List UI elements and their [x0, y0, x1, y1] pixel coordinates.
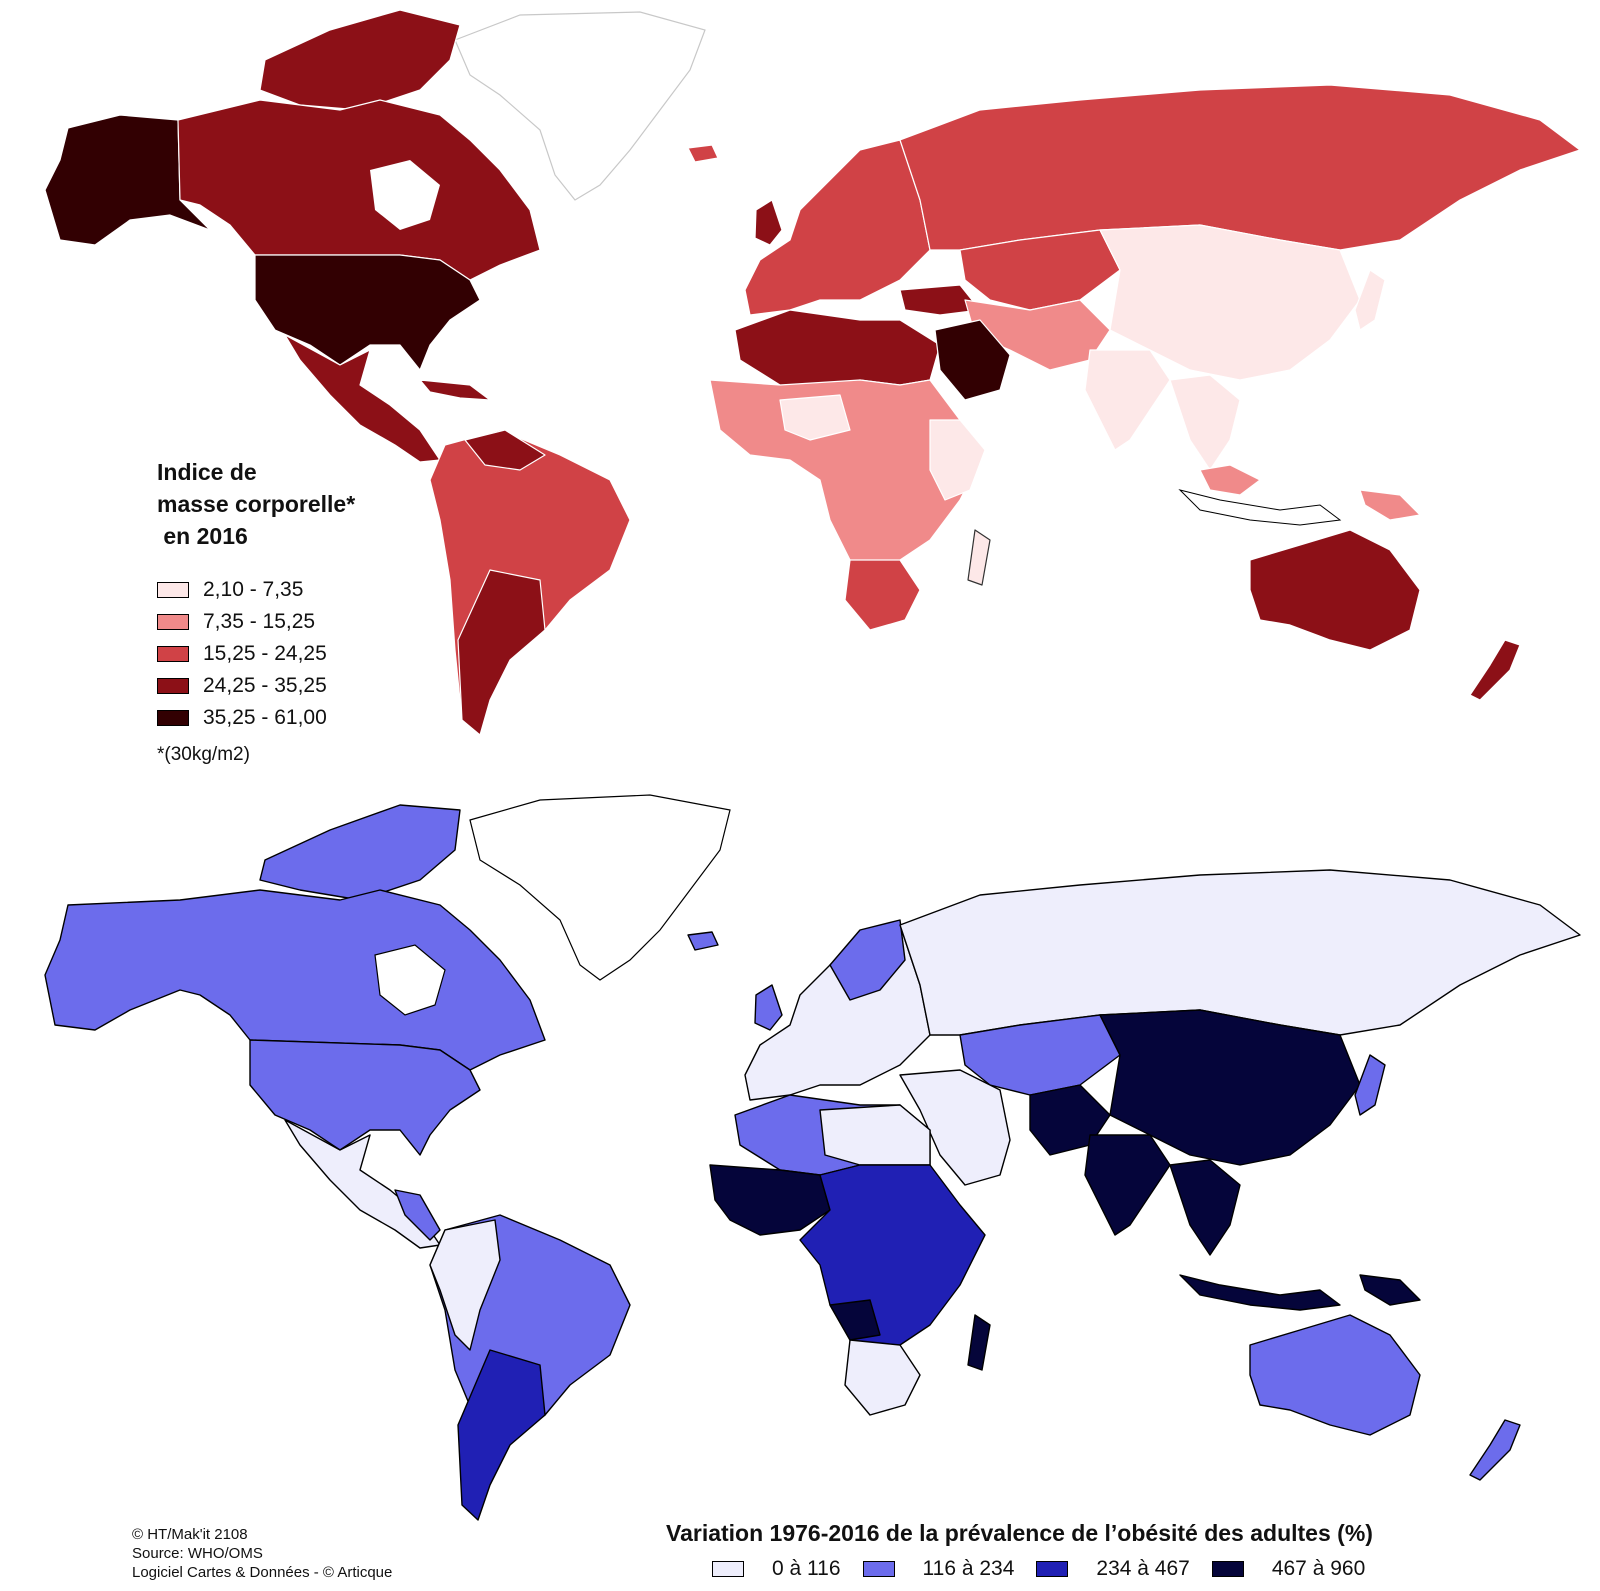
- region-new-zealand: [1469, 1419, 1521, 1481]
- legend-row: 15,25 - 24,25: [157, 638, 457, 670]
- legend-row: 24,25 - 35,25: [157, 670, 457, 702]
- region-southern-africa: [844, 1339, 921, 1416]
- region-madagascar: [967, 1314, 991, 1371]
- legend-label: 2,10 - 7,35: [203, 578, 304, 601]
- legend-swatch: [1211, 1561, 1244, 1577]
- region-colombia-peru: [429, 1219, 501, 1351]
- legend-item: 234 à 467: [1036, 1557, 1190, 1581]
- legend-item: 116 à 234: [862, 1557, 1015, 1581]
- region-venezuela: [464, 429, 546, 471]
- legend-label: 24,25 - 35,25: [203, 674, 327, 697]
- region-png: [1359, 489, 1421, 521]
- legend-label: 116 à 234: [922, 1557, 1015, 1580]
- region-japan: [1354, 1054, 1386, 1116]
- region-iceland: [687, 931, 719, 951]
- region-central-america: [394, 1189, 441, 1241]
- legend-label: 0 à 116: [772, 1557, 841, 1580]
- legend-row: 2,10 - 7,35: [157, 574, 457, 606]
- legend-label: 467 à 960: [1271, 1557, 1366, 1580]
- region-libya-egypt: [819, 1104, 931, 1166]
- region-indonesia: [1179, 1274, 1341, 1311]
- legend-item: 467 à 960: [1211, 1557, 1366, 1581]
- region-greenland: [469, 794, 731, 981]
- legend-title-line-1: Indice de: [157, 459, 257, 485]
- region-australia: [1249, 529, 1421, 651]
- obesity-legend: 0 à 116 116 à 234 234 à 467 467 à 960: [712, 1557, 1387, 1581]
- legend-label: 15,25 - 24,25: [203, 642, 327, 665]
- region-scandinavia: [829, 919, 906, 1001]
- region-china: [1099, 224, 1361, 381]
- region-canada-arctic: [259, 9, 461, 111]
- region-west-africa: [709, 1164, 831, 1236]
- region-canada: [177, 99, 541, 281]
- region-usa: [249, 1039, 481, 1156]
- legend-swatch: [157, 678, 189, 694]
- legend-swatch: [157, 582, 189, 598]
- region-malaysia: [1199, 464, 1261, 496]
- legend-swatch: [862, 1561, 895, 1577]
- region-uk: [754, 199, 783, 246]
- bottom-map-title: Variation 1976-2016 de la prévalence de …: [666, 1520, 1373, 1546]
- region-png: [1359, 1274, 1421, 1306]
- region-china: [1099, 1009, 1361, 1166]
- region-sahel: [779, 394, 851, 441]
- region-central-africa: [799, 1164, 986, 1361]
- legend-label: 35,25 - 61,00: [203, 706, 327, 729]
- region-russia: [899, 869, 1581, 1036]
- region-saudi-arabia: [934, 319, 1011, 401]
- legend-title-line-3: en 2016: [157, 523, 248, 549]
- region-east-africa: [929, 419, 986, 501]
- region-hudson-bay: [374, 944, 446, 1016]
- region-southeast-asia: [1169, 1159, 1241, 1256]
- region-alaska: [44, 114, 211, 246]
- region-north-africa: [734, 309, 941, 391]
- legend-row: 7,35 - 15,25: [157, 606, 457, 638]
- region-uk: [754, 984, 783, 1031]
- credits: © HT/Mak'it 2108 Source: WHO/OMS Logicie…: [132, 1525, 392, 1582]
- region-usa: [254, 254, 481, 371]
- region-southern-africa: [844, 559, 921, 631]
- region-australia: [1249, 1314, 1421, 1436]
- region-hudson-bay: [370, 160, 440, 230]
- region-new-zealand: [1469, 639, 1521, 701]
- region-indonesia: [1178, 489, 1342, 526]
- credit-line: © HT/Mak'it 2108: [132, 1526, 248, 1543]
- legend-swatch: [157, 646, 189, 662]
- obesity-variation-world-map: [44, 794, 1581, 1521]
- legend-title-line-2: masse corporelle*: [157, 491, 356, 517]
- region-argentina: [457, 1349, 546, 1521]
- legend-swatch: [157, 710, 189, 726]
- legend-note: *(30kg/m2): [157, 744, 250, 765]
- region-middle-east: [899, 1069, 1011, 1186]
- region-caribbean: [419, 379, 491, 401]
- region-russia: [899, 84, 1581, 251]
- region-iceland: [687, 144, 719, 163]
- credit-line: Logiciel Cartes & Données - © Articque: [132, 1564, 393, 1581]
- legend-swatch: [157, 614, 189, 630]
- region-southeast-asia: [1169, 374, 1241, 471]
- region-japan: [1354, 269, 1386, 331]
- region-west-africa: [709, 379, 986, 581]
- legend-row: 35,25 - 61,00: [157, 702, 457, 734]
- region-turkey: [899, 284, 981, 316]
- legend-item: 0 à 116: [712, 1557, 841, 1581]
- region-greenland: [454, 11, 706, 201]
- legend-swatch: [712, 1561, 744, 1577]
- legend-swatch: [1036, 1561, 1069, 1577]
- legend-label: 234 à 467: [1096, 1557, 1190, 1580]
- region-india: [1084, 349, 1171, 451]
- region-argentina: [457, 569, 546, 736]
- region-madagascar: [967, 529, 991, 586]
- bmi-legend: Indice de masse corporelle* en 2016 2,10…: [157, 456, 457, 766]
- region-india: [1084, 1134, 1171, 1236]
- legend-label: 7,35 - 15,25: [203, 610, 316, 633]
- bmi-world-map: [44, 9, 1581, 736]
- credit-line: Source: WHO/OMS: [132, 1545, 263, 1562]
- region-angola: [829, 1299, 881, 1341]
- region-canada-arctic: [259, 804, 461, 901]
